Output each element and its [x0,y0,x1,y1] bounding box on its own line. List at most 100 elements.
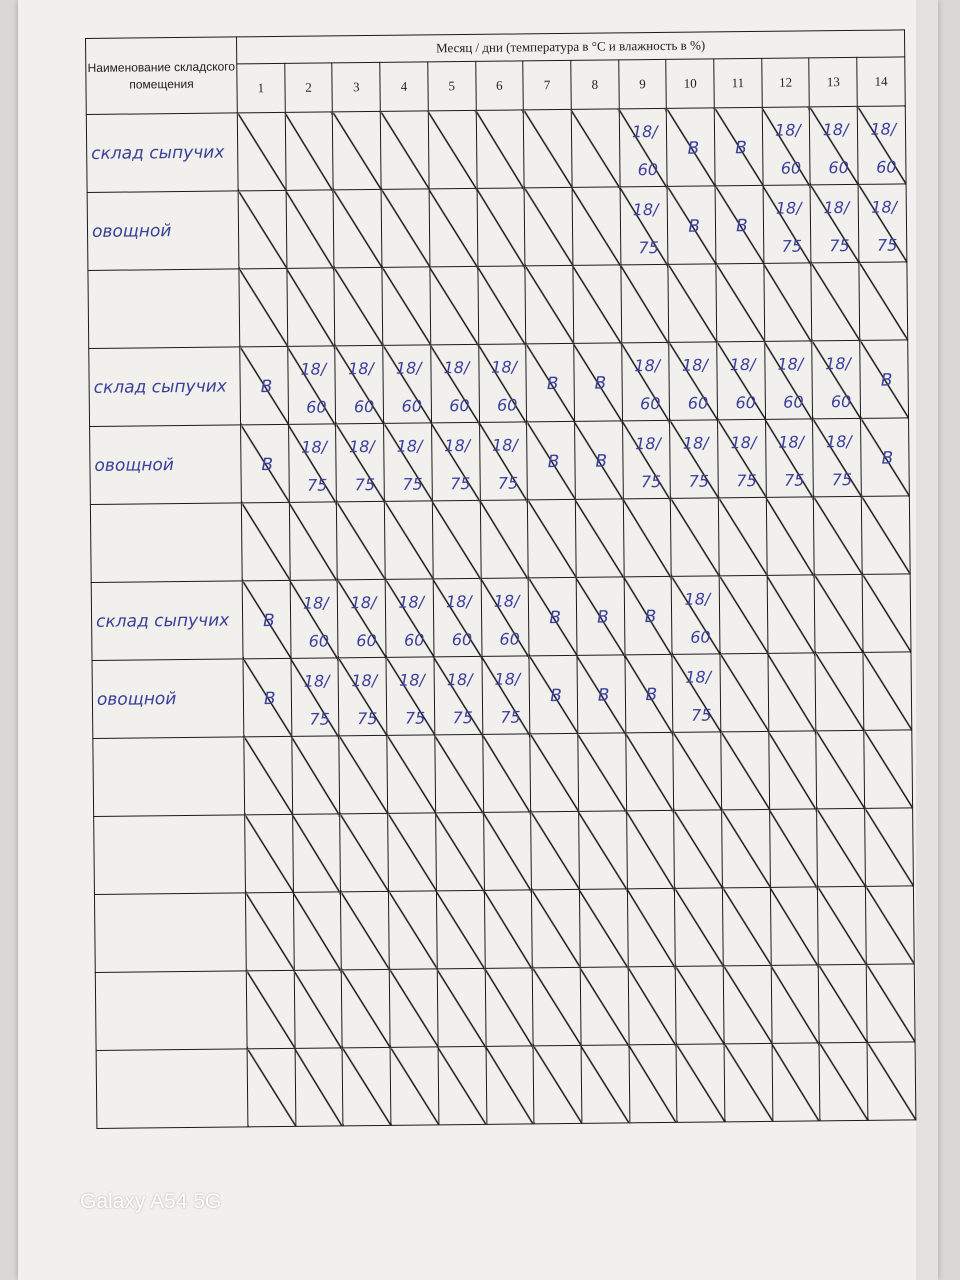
day-cell [381,188,430,268]
day-cell: В [666,107,716,187]
page-edge [916,0,938,1280]
day-cell: 18/75 [762,184,812,264]
day-off-mark: В [688,216,701,237]
day-header: 1 [236,63,285,113]
day-cell [436,890,485,969]
day-cell [721,809,771,888]
table-row [96,1041,916,1129]
day-cell [532,967,581,1046]
day-header: 3 [332,62,381,112]
day-cell [291,735,341,815]
day-cell [333,189,383,268]
temperature-humidity-reading: 18/60 [350,592,377,651]
day-cell [622,498,672,577]
temperature-humidity-reading: 18/75 [730,432,757,491]
storage-name: овощной [87,190,239,271]
day-cell: В [240,424,290,503]
temperature-humidity-reading: 18/60 [634,355,661,414]
day-cell: 18/75 [335,423,385,502]
temperature-humidity-reading: 18/75 [823,198,850,256]
storage-name: склад сыпучих [86,112,239,193]
day-cell [813,496,863,575]
day-cell [475,109,525,189]
day-cell [674,887,724,967]
day-cell: В [243,658,292,737]
day-cell [766,496,815,576]
temperature-humidity-reading: 18/75 [682,433,710,491]
temperature-humidity-reading: 18/75 [825,431,853,490]
day-cell [763,262,813,342]
day-cell: 18/75 [386,656,435,736]
temperature-humidity-reading: 18/60 [348,358,375,417]
day-cell [769,808,818,888]
day-cell [720,731,770,810]
day-cell [770,964,820,1044]
day-cell: 18/75 [431,422,480,501]
day-cell [477,265,526,345]
day-cell: 18/60 [335,345,384,424]
day-cell [627,966,677,1045]
day-cell [819,1042,869,1121]
temperature-humidity-reading: 18/60 [774,120,802,178]
day-cell [476,187,526,267]
day-off-mark: В [596,607,609,628]
day-header: 7 [522,60,572,110]
day-cell: 18/60 [621,342,670,421]
table-row [87,261,908,349]
day-cell [479,499,529,579]
day-cell [676,1043,725,1123]
day-off-mark: В [550,686,562,707]
day-header: 4 [379,61,429,112]
day-cell [578,810,628,890]
day-cell: 18/75 [338,657,387,736]
day-cell: 18/60 [289,579,339,659]
temperature-humidity-reading: 18/60 [729,354,756,413]
day-cell: 18/75 [290,657,340,737]
temperature-humidity-reading: 18/60 [631,122,659,180]
day-cell [814,574,864,653]
camera-watermark: Galaxy A54 5G [80,1190,222,1213]
day-cell: 18/60 [432,578,482,657]
day-cell: 18/75 [810,184,860,263]
day-off-mark: В [263,689,276,710]
table-row [90,495,911,583]
day-cell [673,809,723,889]
temperature-humidity-reading: 18/60 [825,353,852,412]
day-cell [724,1043,773,1122]
day-cell [485,1045,535,1125]
storage-name-header: Наименование складского помещения [85,36,238,115]
day-header: 2 [284,62,333,113]
temperature-humidity-reading: 18/75 [775,198,803,256]
day-cell: 18/75 [858,183,907,263]
table-row [93,807,914,895]
day-cell [332,111,382,190]
day-cell [626,810,675,889]
day-cell: 18/60 [764,340,813,420]
day-cell: В [239,346,289,425]
storage-name: склад сыпучих [91,580,244,661]
day-cell [289,501,338,581]
day-cell: 18/60 [761,106,811,186]
day-cell: 18/60 [478,343,527,423]
temperature-humidity-reading: 18/60 [493,591,520,649]
day-cell: 18/75 [622,420,671,499]
day-cell [766,574,816,654]
day-cell [247,1048,296,1127]
storage-name [93,814,246,895]
day-cell [525,265,574,344]
temperature-humidity-reading: 18/60 [300,359,327,417]
table-row: склад сыпучих В 18/60 18/60 18/60 18/60 18/60 В… [88,339,909,427]
day-off-mark: В [594,373,607,394]
day-cell [483,889,533,969]
day-cell [437,1046,487,1125]
storage-name [95,970,248,1051]
day-cell [720,653,769,732]
day-cell: В [624,654,674,733]
day-off-mark: В [687,138,700,159]
day-cell [339,735,388,814]
day-off-mark: В [260,377,273,398]
day-cell [428,110,477,189]
day-cell: 18/60 [480,577,530,657]
day-cell: В [714,107,763,186]
temperature-humidity-reading: 18/75 [491,435,519,493]
